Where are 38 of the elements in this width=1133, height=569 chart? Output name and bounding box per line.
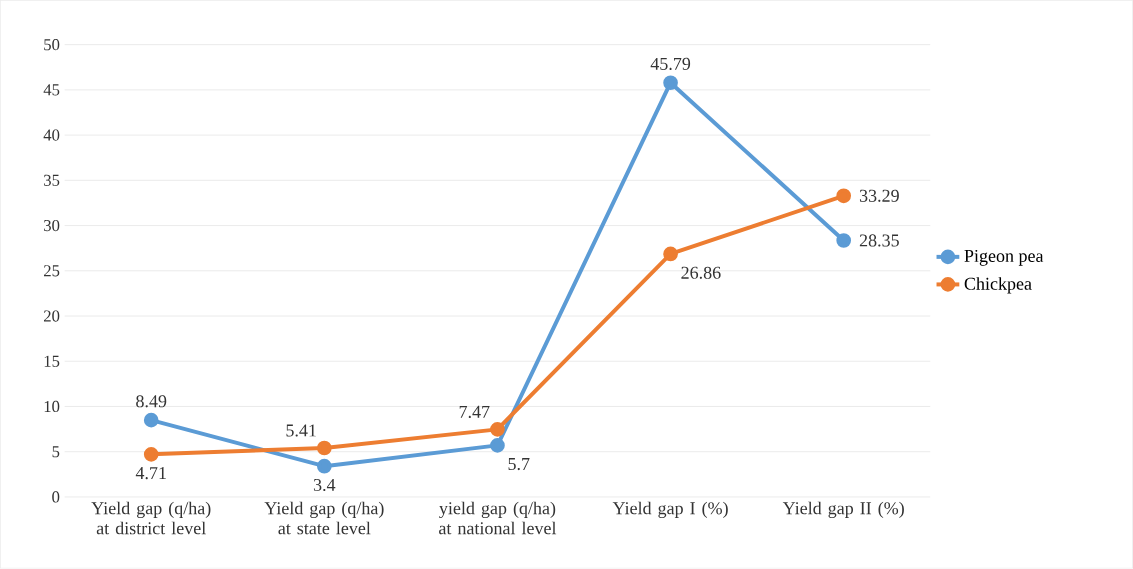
point: [490, 438, 505, 453]
data-label: 33.29: [859, 189, 899, 203]
data-label: 4.71: [135, 467, 166, 480]
point: [663, 246, 678, 262]
y-tick-label: 20: [44, 310, 60, 322]
y-tick-label: 50: [44, 39, 60, 51]
x-tick-label: yield gap (q/ha) at national level: [439, 501, 557, 535]
point: [490, 422, 505, 437]
y-tick-label: 45: [43, 84, 60, 96]
y-tick-label: 25: [44, 265, 60, 277]
point: [143, 447, 159, 462]
point: [317, 459, 332, 474]
y-tick-label: 35: [44, 174, 60, 187]
legend-label: Chickpea: [964, 277, 1032, 294]
y-tick-label: 0: [52, 491, 60, 503]
x-tick-label: Yield gap (q/ha) at district level: [91, 501, 211, 535]
data-label: 28.35: [859, 234, 899, 247]
data-label: 45.79: [650, 58, 691, 71]
point: [317, 440, 332, 456]
point: [836, 233, 852, 249]
y-tick-label: 30: [44, 220, 60, 232]
point: [663, 75, 678, 91]
data-label: 5.7: [508, 458, 530, 471]
data-label: 7.47: [459, 406, 490, 419]
data-label: 26.86: [681, 266, 721, 280]
x-tick-label: Yield gap (q/ha) at state level: [264, 501, 384, 535]
data-label: 8.49: [136, 395, 167, 408]
data-label: 3.4: [313, 479, 336, 492]
point: [836, 188, 852, 204]
x-tick-label: Yield gap II (%): [782, 501, 904, 519]
y-tick-label: 10: [44, 401, 60, 413]
point: [143, 413, 159, 428]
y-tick-label: 15: [44, 355, 60, 368]
legend-label: Pigeon pea: [964, 250, 1044, 266]
data-label: 5.41: [286, 424, 316, 437]
y-tick-label: 5: [52, 446, 60, 458]
y-tick-label: 40: [43, 129, 60, 141]
x-tick-label: Yield gap I (%): [612, 501, 728, 519]
